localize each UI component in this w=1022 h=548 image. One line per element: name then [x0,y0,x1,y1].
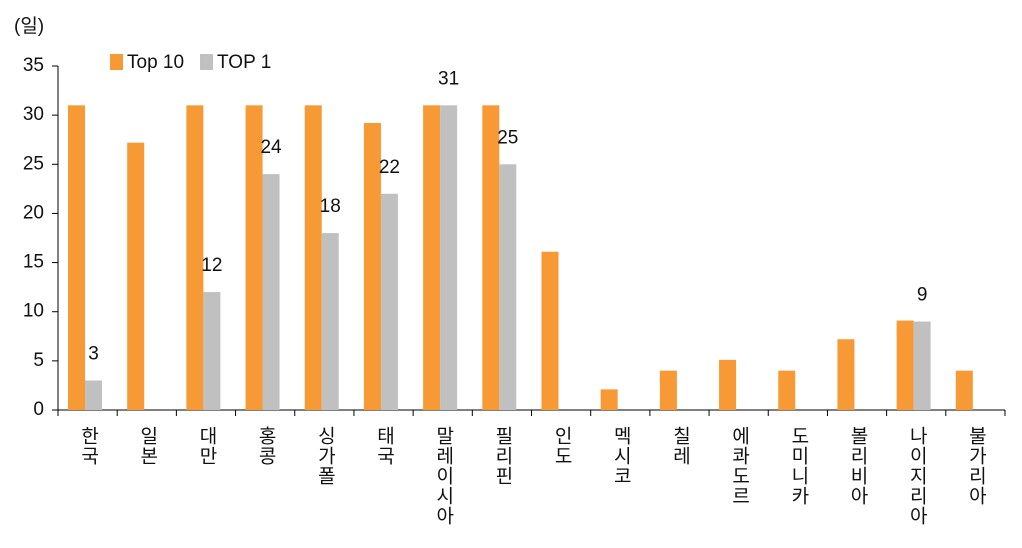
bar [127,142,145,411]
bar [245,105,263,411]
x-tick-label: 대만 [196,426,217,466]
y-tick-label: 10 [23,301,44,322]
bar [262,174,280,410]
y-tick-label: 15 [23,252,44,273]
y-tick-label: 30 [23,104,44,125]
bar [482,105,500,411]
x-tick-label: 한국 [78,426,99,466]
x-tick-label: 나이지리아 [906,426,927,526]
legend-label: Top 10 [127,52,184,73]
bar [304,105,322,411]
x-tick-label: 태국 [374,426,395,466]
bar [203,292,221,410]
bar [499,164,517,410]
x-tick-label: 싱가폴 [314,426,335,486]
data-label: 18 [320,196,341,217]
bar [68,105,85,411]
bar [363,123,381,411]
y-tick-label: 0 [33,399,44,420]
bar [423,105,441,411]
x-tick-label: 불가리아 [965,426,986,506]
bar [321,233,339,410]
y-tick-label: 5 [33,350,44,371]
bar [955,370,973,410]
data-label: 24 [260,137,282,158]
x-tick-label: 에콰도르 [729,426,750,506]
x-tick-label: 필리핀 [492,426,513,486]
y-tick-label: 35 [23,55,44,76]
x-tick-label: 홍콩 [255,426,276,466]
y-tick-label: 25 [23,153,44,174]
bar [85,380,102,410]
x-tick-label: 일본 [137,426,158,466]
bar [896,320,914,410]
bar [440,105,458,411]
bar [600,389,618,410]
data-label: 12 [201,255,222,276]
y-axis-label: (일) [14,15,44,37]
data-label: 31 [438,68,459,89]
x-tick-label: 칠레 [669,426,690,466]
x-tick-label: 말레이시아 [433,426,454,526]
bar [659,370,677,410]
bar [541,251,559,410]
bar [778,370,796,410]
legend-swatch [200,54,214,70]
x-tick-label: 도미니카 [788,426,809,506]
data-label: 22 [379,157,400,178]
bar [719,359,737,410]
legend-label: TOP 1 [217,52,271,73]
y-tick-label: 20 [23,202,44,223]
x-tick-label: 멕시코 [610,426,631,486]
data-label: 3 [88,344,99,365]
legend-swatch [110,54,123,70]
data-label: 9 [917,285,928,306]
x-tick-label: 인도 [551,426,572,466]
bar [186,105,204,411]
x-tick-label: 볼리비아 [847,426,868,506]
data-label: 25 [497,127,518,148]
bar [913,321,931,410]
bar [380,193,398,410]
bar [837,339,855,410]
